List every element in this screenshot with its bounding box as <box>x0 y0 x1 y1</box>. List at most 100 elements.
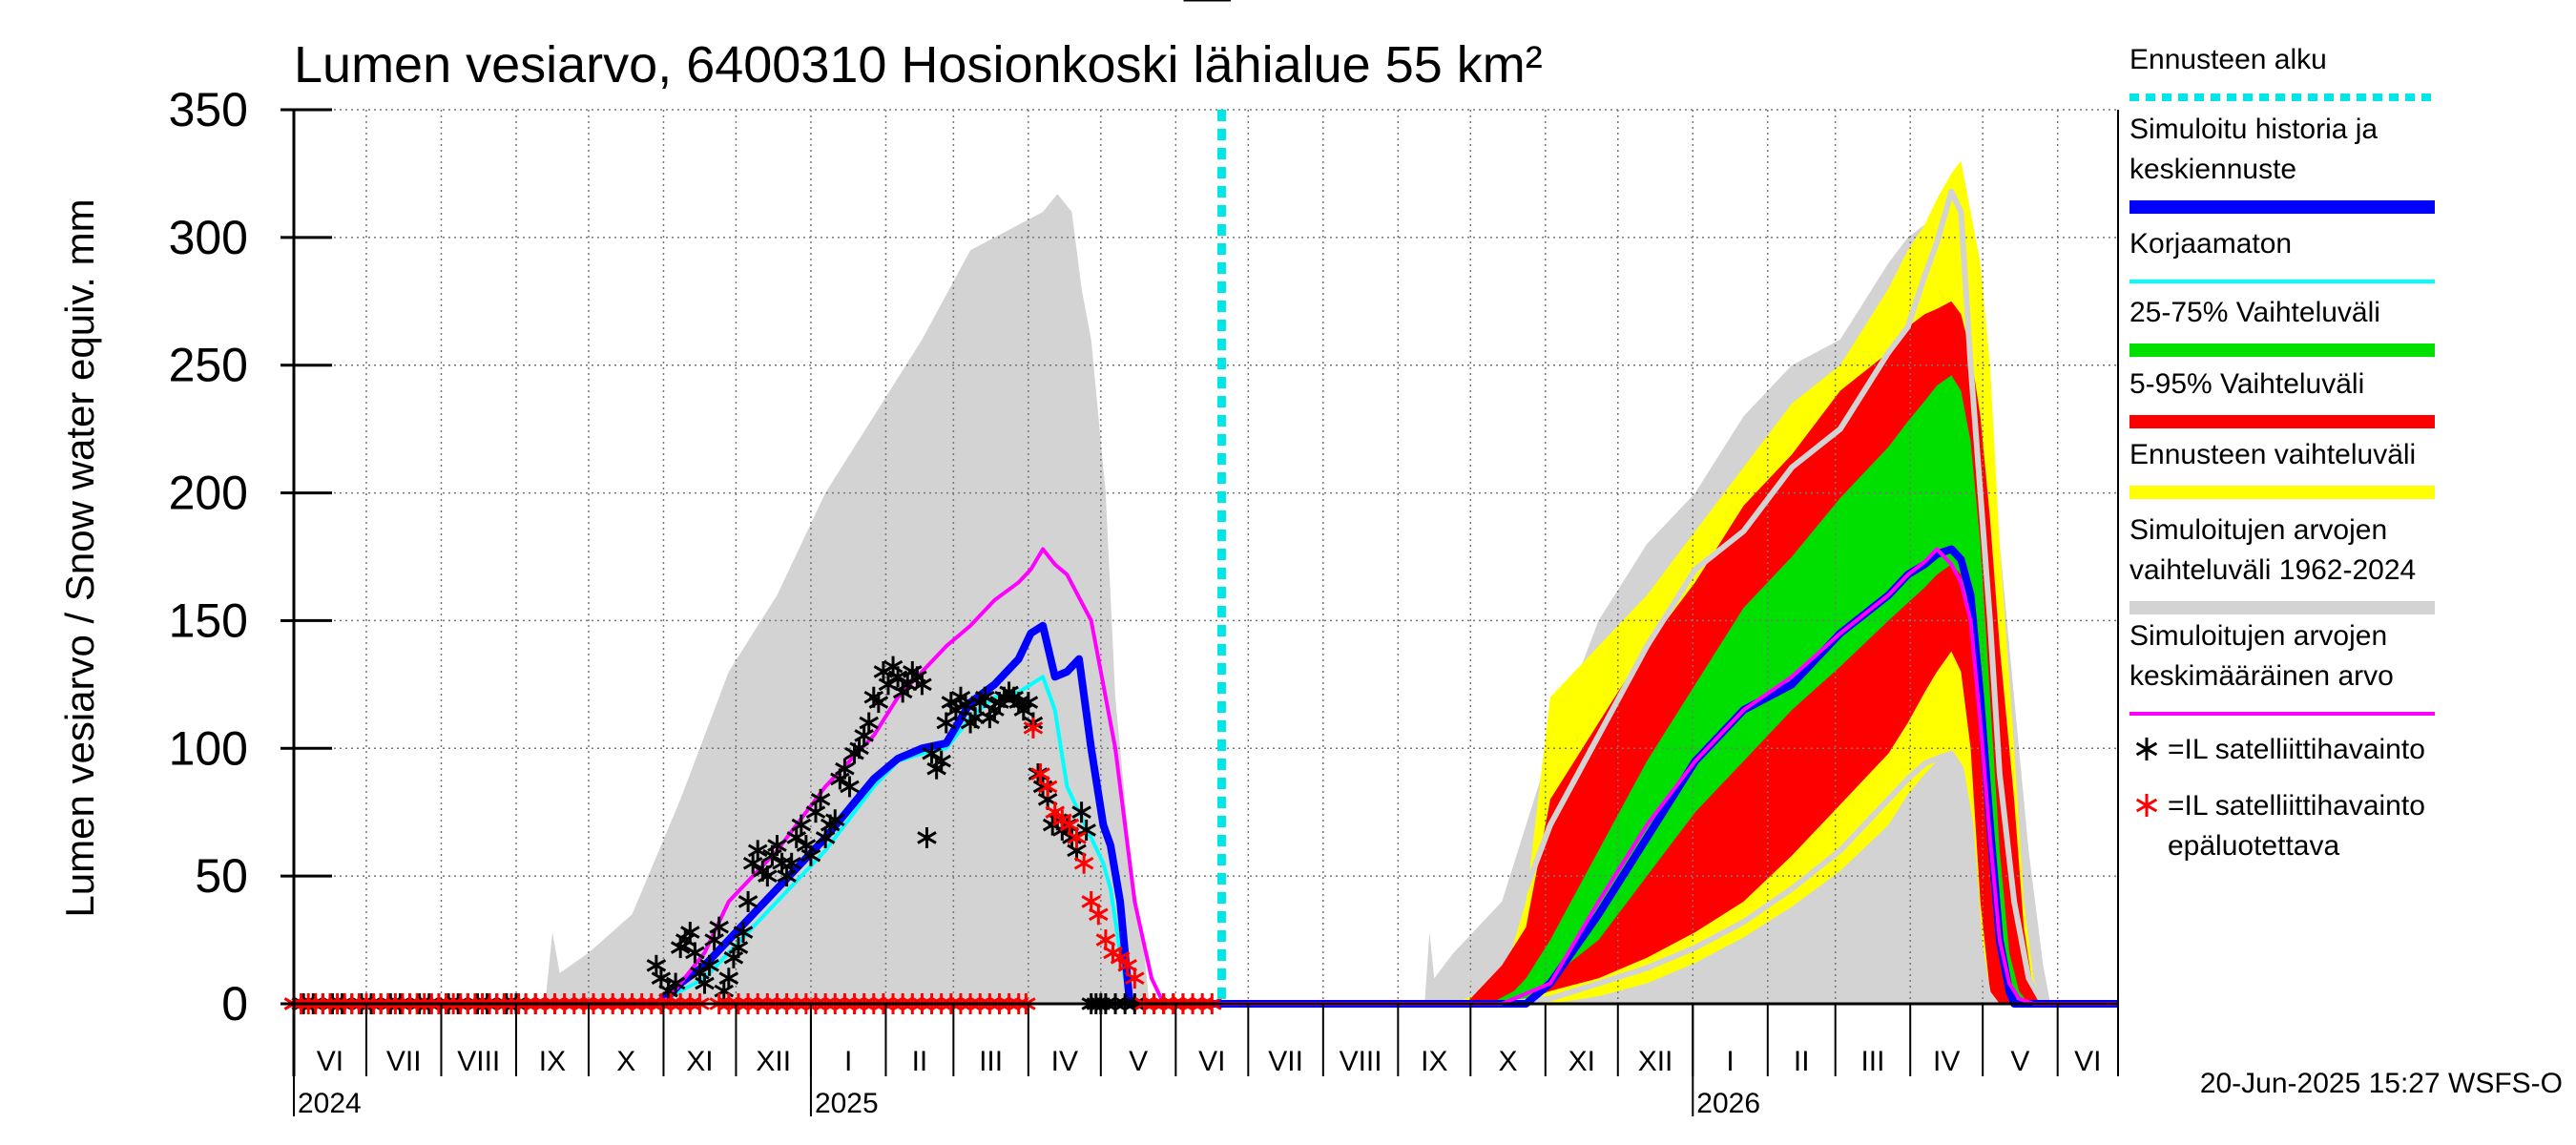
legend-label: =IL satelliittihavainto <box>2168 734 2425 765</box>
legend-label: Korjaamaton <box>2129 228 2292 260</box>
y-tick-label-300: 300 <box>169 211 248 264</box>
legend-label: Simuloitu historia ja <box>2129 114 2378 145</box>
marker-il-satelliittihavainto <box>1076 819 1096 841</box>
legend-item-il-satelliittihavainto-ep-luotettava: =IL satelliittihavainto epäluotettava <box>2135 790 2425 862</box>
legend-item-korjaamaton: Korjaamaton <box>2129 228 2435 283</box>
month-label-8: II <box>912 1046 928 1077</box>
y-tick-label-150: 150 <box>169 593 248 647</box>
legend-item-il-satelliittihavainto: =IL satelliittihavainto <box>2135 734 2425 765</box>
month-label-18: XII <box>1638 1046 1673 1077</box>
chart-title: Lumen vesiarvo, 6400310 Hosionkoski lähi… <box>294 36 1543 94</box>
marker-il-satelliittihavainto-ep-luotettava <box>1023 717 1044 739</box>
y-tick-label-50: 50 <box>195 849 248 903</box>
legend-label: epäluotettava <box>2168 830 2339 862</box>
y-axis-ticks: 0 50 100 150 200 250 300 350 <box>169 83 332 1030</box>
month-label-20: II <box>1794 1046 1810 1077</box>
marker-il-satelliittihavainto <box>728 937 749 959</box>
marker-il-satelliittihavainto <box>1018 692 1039 714</box>
marker-il-satelliittihavainto <box>835 758 855 780</box>
month-label-0: VI <box>317 1046 343 1077</box>
marker-il-satelliittihavainto <box>699 954 719 976</box>
y-axis-label: Lumen vesiarvo / Snow water equiv. mm <box>57 198 102 917</box>
marker-il-satelliittihavainto <box>859 712 879 734</box>
legend-label: Simuloitujen arvojen <box>2129 514 2387 546</box>
month-label-16: X <box>1499 1046 1518 1077</box>
marker-il-satelliittihavainto <box>922 742 942 764</box>
marker-il-satelliittihavainto <box>767 835 787 857</box>
axes <box>292 110 2119 1076</box>
month-label-24: VI <box>2074 1046 2101 1077</box>
marker-il-satelliittihavainto <box>737 890 758 912</box>
month-label-1: VII <box>386 1046 422 1077</box>
footer-timestamp: 20-Jun-2025 15:27 WSFS-O <box>2200 1068 2563 1099</box>
month-label-7: I <box>844 1046 852 1077</box>
marker-il-satelliittihavainto-ep-luotettava <box>1073 852 1094 874</box>
month-label-10: IV <box>1051 1046 1078 1077</box>
legend-item-ennusteen-vaihteluv-li: Ennusteen vaihteluväli <box>2129 439 2435 499</box>
year-label-2024: 2024 <box>298 1088 362 1119</box>
marker-il-satelliittihavainto <box>665 972 686 994</box>
month-label-23: V <box>2010 1046 2029 1077</box>
legend-label: =IL satelliittihavainto <box>2168 790 2425 822</box>
month-label-11: V <box>1129 1046 1148 1077</box>
legend-item-5-95-vaihteluv-li: 5-95% Vaihteluväli <box>2129 368 2435 428</box>
legend-label: Ennusteen vaihteluväli <box>2129 439 2416 470</box>
marker-il-satelliittihavainto-ep-luotettava <box>1125 968 1145 989</box>
marker-il-satelliittihavainto <box>680 922 700 944</box>
legend-marker-icon <box>2135 738 2158 760</box>
month-label-13: VII <box>1268 1046 1303 1077</box>
marker-il-satelliittihavainto <box>695 972 715 994</box>
legend-label: keskimääräinen arvo <box>2129 660 2394 692</box>
y-tick-label-0: 0 <box>221 977 248 1030</box>
month-label-2: VIII <box>457 1046 500 1077</box>
marker-il-satelliittihavainto <box>1071 802 1091 823</box>
month-label-12: VI <box>1198 1046 1225 1077</box>
marker-il-satelliittihavainto <box>781 852 801 874</box>
year-label-2025: 2025 <box>815 1088 879 1119</box>
legend-label: 5-95% Vaihteluväli <box>2129 368 2364 400</box>
range-bands <box>294 160 2051 1005</box>
y-tick-label-100: 100 <box>169 721 248 775</box>
legend-label: Simuloitujen arvojen <box>2129 620 2387 652</box>
legend-item-simuloitujen-arvojen-keskim-r-inen-arvo: Simuloitujen arvojen keskimääräinen arvo <box>2129 620 2435 716</box>
grid-lines <box>294 109 2118 1004</box>
month-label-17: XI <box>1568 1046 1595 1077</box>
line-simuloitujen-arvojen-vaihteluv-li-ala-2025-26 <box>1501 750 1993 1007</box>
band-25-75-vaihteluv-li <box>1489 375 2029 1004</box>
legend-marker-icon <box>2135 794 2158 817</box>
marker-il-satelliittihavainto <box>917 826 937 848</box>
month-label-14: VIII <box>1340 1046 1382 1077</box>
legend-item-simuloitujen-arvojen-vaihteluv-li-1962-2024: Simuloitujen arvojen vaihteluväli 1962-20… <box>2129 514 2435 614</box>
marker-il-satelliittihavainto <box>931 750 951 772</box>
legend-item-simuloitu-historia-ja-keskiennuste: Simuloitu historia ja keskiennuste <box>2129 114 2435 214</box>
marker-il-satelliittihavainto-ep-luotettava <box>1067 826 1087 848</box>
marker-il-satelliittihavainto-ep-luotettava <box>1089 904 1109 926</box>
y-tick-label-250: 250 <box>169 339 248 392</box>
band-simuloitujen-arvojen-vaihteluv-li-1962-2024-2024-25 <box>294 194 1150 1005</box>
marker-il-satelliittihavainto <box>824 809 845 831</box>
legend-label: 25-75% Vaihteluväli <box>2129 297 2380 328</box>
marker-il-satelliittihavainto <box>975 686 995 708</box>
marker-il-satelliittihavainto <box>747 840 768 862</box>
month-label-19: I <box>1726 1046 1734 1077</box>
marker-il-satelliittihavainto <box>840 776 860 798</box>
month-label-4: X <box>616 1046 635 1077</box>
legend-label: keskiennuste <box>2129 154 2296 185</box>
month-label-21: III <box>1860 1046 1884 1077</box>
month-label-22: IV <box>1933 1046 1960 1077</box>
marker-il-satelliittihavainto <box>718 968 739 989</box>
y-tick-label-200: 200 <box>169 467 248 520</box>
month-label-5: XI <box>686 1046 713 1077</box>
marker-il-satelliittihavainto <box>709 916 729 938</box>
marker-il-satelliittihavainto <box>810 788 831 810</box>
legend-label: Ennusteen alku <box>2129 44 2327 75</box>
legend-label: vaihteluväli 1962-2024 <box>2129 554 2416 586</box>
y-tick-label-350: 350 <box>169 83 248 136</box>
marker-il-satelliittihavainto <box>685 942 705 964</box>
month-label-15: IX <box>1421 1046 1447 1077</box>
month-label-9: III <box>979 1046 1003 1077</box>
legend: Ennusteen alku Simuloitu historia ja keski… <box>2129 44 2435 862</box>
marker-il-satelliittihavainto-ep-luotettava <box>1037 776 1058 798</box>
line-simuloitujen-arvojen-vaihteluv-li-riarvo-2025-26 <box>1423 188 2046 1007</box>
